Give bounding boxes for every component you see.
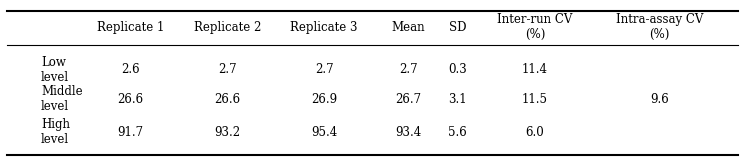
Text: 9.6: 9.6 <box>650 93 669 106</box>
Text: 95.4: 95.4 <box>311 125 337 139</box>
Text: High
level: High level <box>41 118 70 146</box>
Text: 2.7: 2.7 <box>314 63 333 76</box>
Text: 26.7: 26.7 <box>395 93 422 106</box>
Text: 93.4: 93.4 <box>395 125 422 139</box>
Text: 2.6: 2.6 <box>121 63 140 76</box>
Text: 93.2: 93.2 <box>214 125 241 139</box>
Text: Replicate 3: Replicate 3 <box>291 21 358 34</box>
Text: SD: SD <box>448 21 466 34</box>
Text: Replicate 2: Replicate 2 <box>194 21 261 34</box>
Text: 6.0: 6.0 <box>525 125 545 139</box>
Text: 26.9: 26.9 <box>311 93 337 106</box>
Text: Mean: Mean <box>391 21 425 34</box>
Text: 11.5: 11.5 <box>522 93 548 106</box>
Text: 2.7: 2.7 <box>218 63 236 76</box>
Text: 11.4: 11.4 <box>522 63 548 76</box>
Text: 26.6: 26.6 <box>117 93 144 106</box>
Text: 91.7: 91.7 <box>117 125 144 139</box>
Text: 3.1: 3.1 <box>448 93 466 106</box>
Text: 26.6: 26.6 <box>214 93 241 106</box>
Text: 2.7: 2.7 <box>399 63 417 76</box>
Text: Inter-run CV
(%): Inter-run CV (%) <box>497 13 573 41</box>
Text: Replicate 1: Replicate 1 <box>97 21 164 34</box>
Text: 5.6: 5.6 <box>448 125 467 139</box>
Text: Middle
level: Middle level <box>41 85 83 113</box>
Text: Low
level: Low level <box>41 56 69 84</box>
Text: 0.3: 0.3 <box>448 63 467 76</box>
Text: Intra-assay CV
(%): Intra-assay CV (%) <box>615 13 703 41</box>
